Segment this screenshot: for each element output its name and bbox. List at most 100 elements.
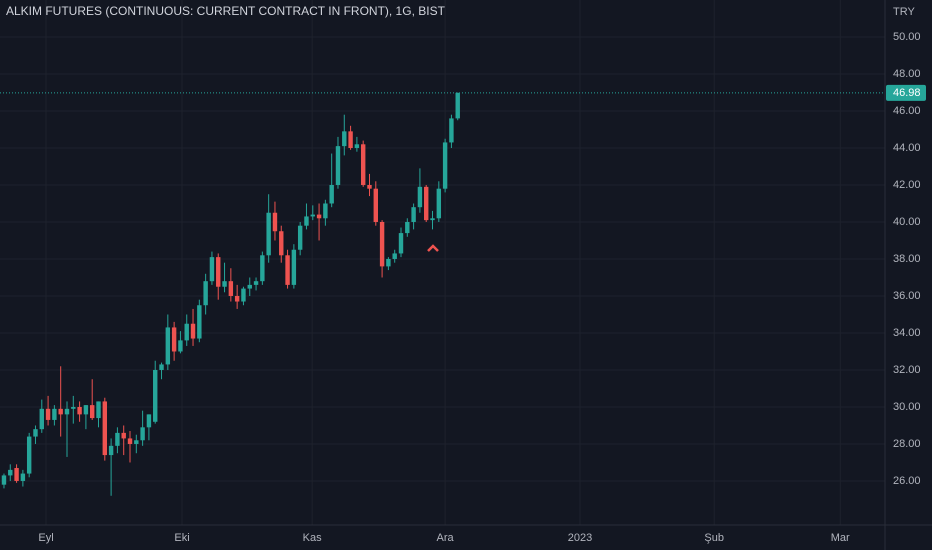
chart-title: ALKIM FUTURES (CONTINUOUS: CURRENT CONTR…	[6, 4, 446, 18]
candle-body	[121, 432, 126, 439]
candle-body	[228, 281, 234, 296]
candle-body	[253, 281, 259, 285]
candle-body	[398, 233, 404, 254]
candle-body	[1, 475, 7, 485]
candle-body	[115, 432, 120, 446]
last-price-label: 46.98	[893, 87, 921, 99]
candle-body	[417, 186, 423, 208]
candle-body	[455, 92, 460, 119]
candle-body	[424, 186, 429, 221]
candle-body	[102, 401, 108, 456]
x-tick-label: Ara	[437, 532, 455, 544]
candle-body	[430, 218, 435, 221]
candle-body	[52, 408, 57, 420]
candle-body	[96, 401, 101, 419]
candle-body	[436, 188, 442, 219]
y-tick-label: 50.00	[893, 31, 921, 43]
annotation-arrow	[427, 244, 439, 252]
y-tick-label: 36.00	[893, 290, 921, 302]
candle-body	[14, 468, 19, 481]
candles	[0, 92, 885, 496]
candle-body	[379, 221, 385, 267]
candle-body	[222, 281, 227, 287]
candle-body	[304, 216, 309, 226]
grid	[0, 0, 885, 525]
candle-body	[411, 207, 416, 222]
candle-body	[316, 214, 322, 219]
candle-body	[449, 118, 454, 143]
x-tick-label: Kas	[303, 532, 322, 544]
y-tick-label: 42.00	[893, 179, 921, 191]
candle-body	[26, 436, 32, 474]
candle-body	[83, 405, 89, 415]
y-tick-label: 46.00	[893, 105, 921, 117]
candle-body	[297, 225, 303, 250]
candle-body	[159, 364, 164, 370]
candle-body	[285, 255, 290, 285]
candle-body	[392, 253, 397, 259]
candle-body	[127, 438, 133, 444]
candle-body	[165, 327, 171, 365]
candle-body	[89, 405, 95, 419]
x-tick-label: Mar	[831, 532, 850, 544]
candle-body	[216, 257, 221, 287]
candle-body	[310, 214, 315, 217]
x-tick-label: Eki	[174, 532, 189, 544]
candle-body	[197, 305, 202, 339]
y-tick-label: 40.00	[893, 216, 921, 228]
candle-body	[71, 406, 76, 409]
candle-body	[291, 249, 297, 285]
currency-label: TRY	[893, 6, 915, 18]
candle-body	[39, 408, 44, 430]
candle-body	[140, 427, 145, 441]
candle-body	[108, 445, 114, 456]
axes: 26.00 28.00 30.00 32.00 34.00 36.00 38.00 40.00…	[38, 31, 926, 544]
y-tick-label: 38.00	[893, 253, 921, 265]
x-tick-label: Eyl	[38, 532, 53, 544]
candle-body	[386, 258, 391, 267]
candle-body	[134, 440, 139, 444]
candle-body	[279, 231, 284, 256]
y-tick-label: 32.00	[893, 364, 921, 376]
candle-body	[234, 295, 240, 302]
candle-body	[323, 203, 328, 219]
candle-body	[171, 327, 177, 352]
candle-body	[360, 144, 366, 185]
candle-body	[203, 281, 208, 306]
candle-body	[260, 255, 265, 282]
candle-body	[367, 184, 372, 189]
candle-body	[342, 131, 347, 147]
candle-body	[329, 184, 334, 204]
candle-body	[354, 144, 360, 148]
candle-body	[20, 473, 26, 481]
candle-body	[405, 221, 410, 234]
candle-body	[272, 212, 278, 232]
candle-body	[33, 429, 38, 437]
y-tick-label: 26.00	[893, 475, 921, 487]
candle-body	[64, 408, 70, 415]
candle-body	[8, 469, 13, 476]
candle-body	[209, 257, 215, 282]
candle-body	[178, 340, 183, 352]
candle-body	[335, 146, 341, 185]
candle-body	[153, 369, 158, 422]
candle-body	[373, 188, 378, 222]
candle-body	[146, 414, 152, 428]
last-price-badge	[886, 84, 926, 101]
x-tick-label: 2023	[568, 532, 592, 544]
x-tick-label: Şub	[704, 532, 724, 544]
candle-body	[348, 131, 353, 148]
candle-body	[190, 323, 196, 339]
y-tick-label: 30.00	[893, 401, 921, 413]
candle-body	[77, 406, 82, 415]
candle-body	[241, 288, 246, 302]
y-tick-label: 34.00	[893, 327, 921, 339]
candle-body	[45, 408, 51, 420]
y-tick-label: 48.00	[893, 68, 921, 80]
candle-body	[58, 408, 63, 415]
candle-body	[184, 323, 189, 341]
candle-body	[442, 142, 448, 189]
